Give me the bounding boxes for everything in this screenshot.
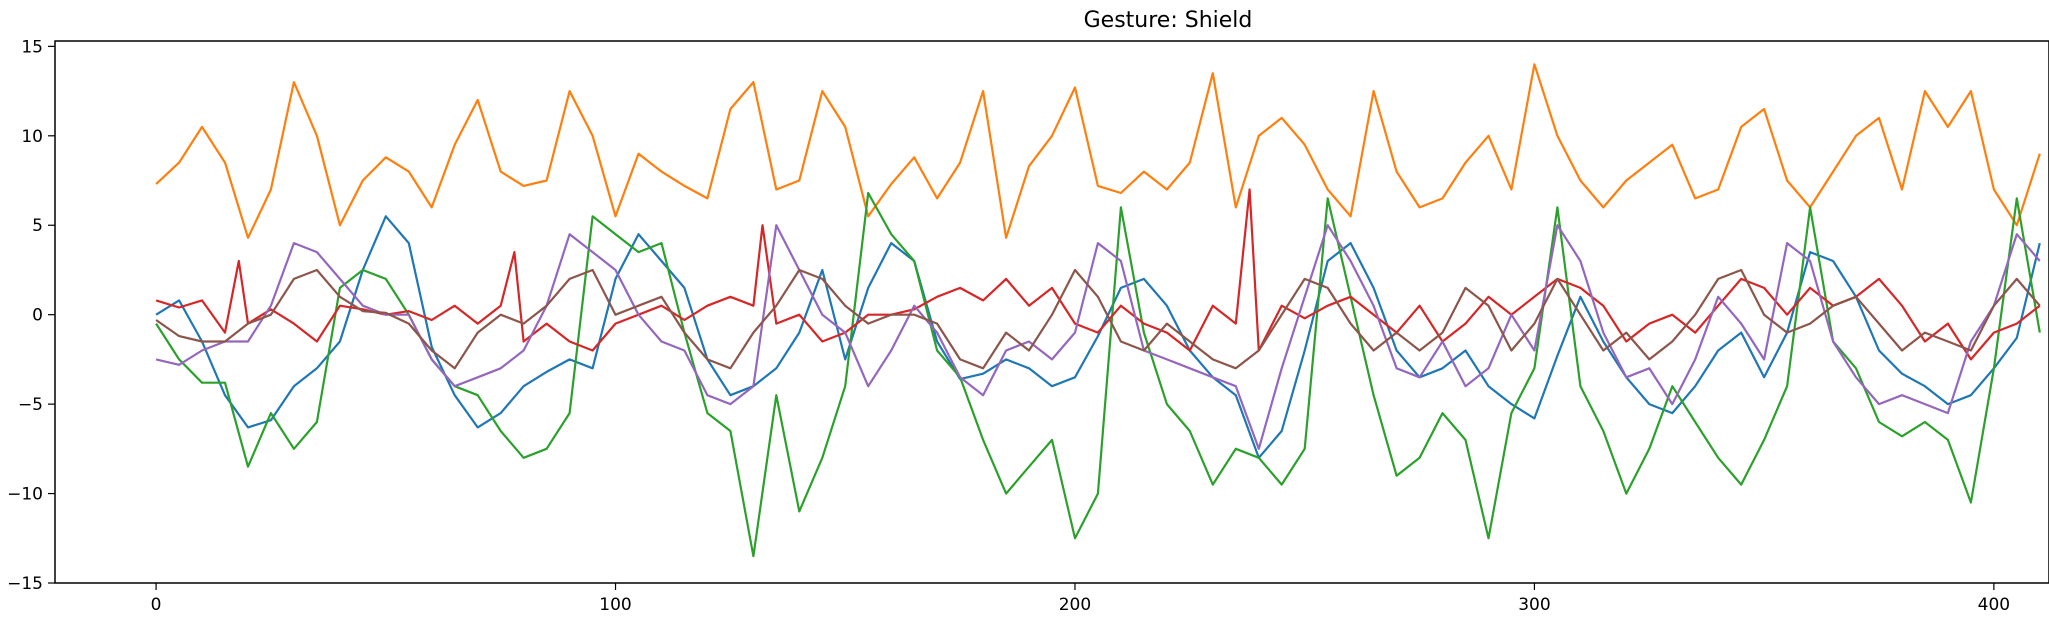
x-tick-label: 100 [599, 595, 631, 615]
series-line-5 [155, 224, 2041, 450]
chart-title: Gesture: Shield [1084, 8, 1253, 33]
x-tick-label: 0 [151, 595, 162, 615]
x-tick-label: 300 [1518, 595, 1550, 615]
series-layer [155, 63, 2041, 558]
series-line-2 [155, 63, 2041, 239]
axis-layer: 0 100 200 300 400 −15 −10 −5 0 5 10 15 [7, 37, 2010, 615]
y-tick-label: 0 [32, 306, 43, 326]
x-tick-label: 200 [1059, 595, 1091, 615]
y-tick-label: −10 [7, 485, 43, 505]
series-line-3 [155, 191, 2041, 558]
series-line-1 [155, 215, 2041, 459]
y-tick-label: −5 [18, 395, 43, 415]
y-tick-label: 10 [21, 127, 43, 147]
y-tick-label: 5 [32, 216, 43, 236]
y-tick-label: −15 [7, 574, 43, 594]
plot-frame [54, 40, 2049, 584]
series-line-6 [155, 268, 2041, 370]
x-tick-label: 400 [1978, 595, 2010, 615]
y-tick-label: 15 [21, 37, 43, 57]
